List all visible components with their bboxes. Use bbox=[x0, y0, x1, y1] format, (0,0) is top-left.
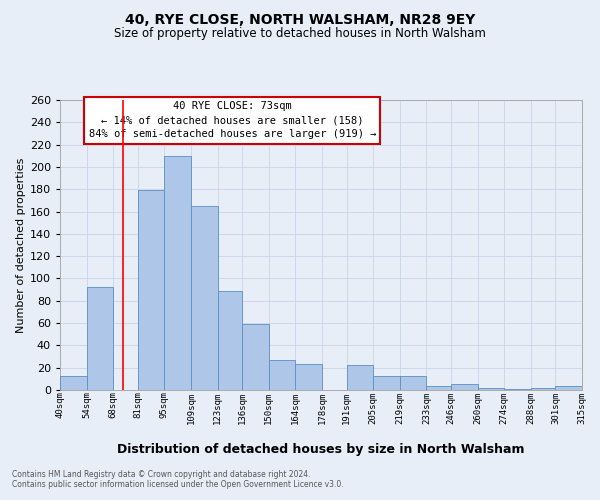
Bar bbox=[347, 366, 373, 390]
Text: Contains public sector information licensed under the Open Government Licence v3: Contains public sector information licen… bbox=[12, 480, 344, 489]
Bar bbox=[269, 360, 295, 390]
Bar bbox=[60, 376, 86, 390]
Text: Contains HM Land Registry data © Crown copyright and database right 2024.: Contains HM Land Registry data © Crown c… bbox=[12, 470, 311, 479]
Bar bbox=[451, 384, 478, 390]
Text: 40 RYE CLOSE: 73sqm
← 14% of detached houses are smaller (158)
84% of semi-detac: 40 RYE CLOSE: 73sqm ← 14% of detached ho… bbox=[89, 102, 376, 140]
Bar bbox=[242, 324, 269, 390]
Bar bbox=[295, 364, 322, 390]
Bar bbox=[86, 288, 113, 390]
Bar bbox=[427, 386, 451, 390]
Y-axis label: Number of detached properties: Number of detached properties bbox=[16, 158, 26, 332]
Text: Distribution of detached houses by size in North Walsham: Distribution of detached houses by size … bbox=[117, 442, 525, 456]
Bar bbox=[191, 206, 218, 390]
Text: 40, RYE CLOSE, NORTH WALSHAM, NR28 9EY: 40, RYE CLOSE, NORTH WALSHAM, NR28 9EY bbox=[125, 12, 475, 26]
Bar bbox=[504, 389, 531, 390]
Bar bbox=[400, 376, 427, 390]
Bar bbox=[373, 376, 400, 390]
Bar bbox=[478, 388, 504, 390]
Bar bbox=[218, 290, 242, 390]
Bar bbox=[164, 156, 191, 390]
Text: Size of property relative to detached houses in North Walsham: Size of property relative to detached ho… bbox=[114, 28, 486, 40]
Bar bbox=[531, 388, 556, 390]
Bar bbox=[556, 386, 582, 390]
Bar bbox=[138, 190, 164, 390]
